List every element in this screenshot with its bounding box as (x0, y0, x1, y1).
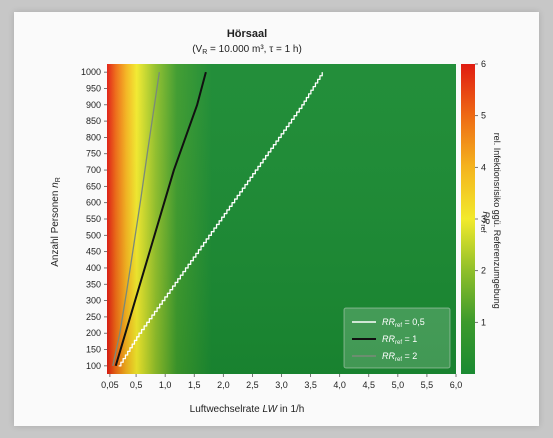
chart-subtitle-pre: (V (192, 44, 202, 55)
y-tick-label: 850 (86, 116, 101, 126)
chart-subtitle: (VR = 10.000 m³, τ = 1 h) (192, 44, 302, 56)
colorbar-label-line2: RRref (479, 211, 491, 232)
y-tick-label: 550 (86, 214, 101, 224)
y-tick-label: 450 (86, 247, 101, 257)
colorbar-tick-label: 1 (481, 317, 486, 327)
y-tick-label: 1000 (81, 67, 101, 77)
y-axis-label: Anzahl Personen nR (50, 177, 62, 267)
x-axis-label-ital: LW (262, 404, 278, 415)
colorbar-gradient (461, 64, 475, 374)
legend-label: RRref = 2 (382, 351, 417, 363)
x-tick-label: 1,5 (188, 380, 201, 390)
x-tick-label: 2,0 (217, 380, 230, 390)
y-tick-label: 700 (86, 165, 101, 175)
y-tick-label: 250 (86, 312, 101, 322)
chart-subtitle-mid: = 10.000 m³, τ = 1 h) (207, 44, 302, 55)
x-tick-label: 1,0 (159, 380, 172, 390)
colorbar-tick-label: 5 (481, 111, 486, 121)
colorbar-tick-label: 2 (481, 266, 486, 276)
chart-title: Hörsaal (227, 28, 267, 40)
heatmap-shading (107, 64, 456, 374)
chart-subtitle-sub: R (202, 49, 207, 56)
x-tick-label: 3,5 (304, 380, 317, 390)
heatmap-chart: Hörsaal (VR = 10.000 m³, τ = 1 h) 0,05 0,… (50, 28, 502, 415)
x-tick-label: 6,0 (450, 380, 463, 390)
y-tick-label: 650 (86, 181, 101, 191)
y-tick-label: 300 (86, 296, 101, 306)
colorbar-tick-label: 3 (481, 214, 486, 224)
x-tick-label: 0,05 (101, 380, 119, 390)
y-axis-label-sub: R (55, 177, 62, 182)
colorbar-label-line1: rel. Infektionsrisiko ggü. Referenzumgeb… (492, 133, 502, 309)
legend: RRref = 0,5 RRref = 1 RRref = 2 (343, 307, 451, 369)
colorbar-label-ital: RR (481, 211, 491, 224)
legend-label: RRref = 0,5 (382, 317, 425, 329)
x-tick-label: 3,0 (275, 380, 288, 390)
x-axis-label-pre: Luftwechselrate (190, 404, 263, 415)
plot-area (107, 64, 456, 374)
contour-line-0 (118, 72, 323, 367)
contour-line-1 (114, 71, 207, 367)
y-axis-ticks: 100 150 200 250 300 350 400 450 500 550 600 650 700 7… (81, 67, 107, 371)
colorbar-tick-label: 4 (481, 162, 486, 172)
colorbar-label-sub: ref (479, 224, 486, 232)
x-axis-label-post: in 1/h (277, 404, 304, 415)
x-tick-label: 4,0 (333, 380, 346, 390)
legend-box (343, 307, 451, 369)
y-tick-label: 800 (86, 132, 101, 142)
y-tick-label: 600 (86, 198, 101, 208)
y-tick-label: 950 (86, 83, 101, 93)
x-tick-label: 4,5 (362, 380, 375, 390)
y-tick-label: 500 (86, 230, 101, 240)
x-tick-label: 2,5 (246, 380, 259, 390)
x-axis-label: Luftwechselrate LW in 1/h (190, 404, 305, 415)
colorbar: 1 2 3 4 5 6 (461, 59, 486, 374)
y-tick-label: 100 (86, 361, 101, 371)
y-axis-label-pre: Anzahl Personen (50, 188, 61, 267)
y-axis-label-ital: n (50, 182, 61, 188)
legend-label: RRref = 1 (382, 334, 417, 346)
y-tick-label: 400 (86, 263, 101, 273)
x-axis-ticks: 0,05 0,5 1,0 1,5 2,0 2,5 3,0 3,5 4,0 4,5 5,0 5,5 6,0 (101, 374, 462, 390)
colorbar-tick-label: 6 (481, 59, 486, 69)
figure-panel: Hörsaal (VR = 10.000 m³, τ = 1 h) 0,05 0,… (14, 12, 539, 426)
contour-lines (112, 71, 323, 367)
x-tick-label: 5,5 (421, 380, 434, 390)
colorbar-label: rel. Infektionsrisiko ggü. Referenzumgeb… (479, 133, 502, 312)
contour-line-2 (112, 72, 160, 366)
y-tick-label: 750 (86, 149, 101, 159)
x-tick-label: 5,0 (392, 380, 405, 390)
y-tick-label: 350 (86, 279, 101, 289)
y-tick-label: 200 (86, 328, 101, 338)
y-tick-label: 900 (86, 100, 101, 110)
x-tick-label: 0,5 (130, 380, 143, 390)
y-tick-label: 150 (86, 345, 101, 355)
